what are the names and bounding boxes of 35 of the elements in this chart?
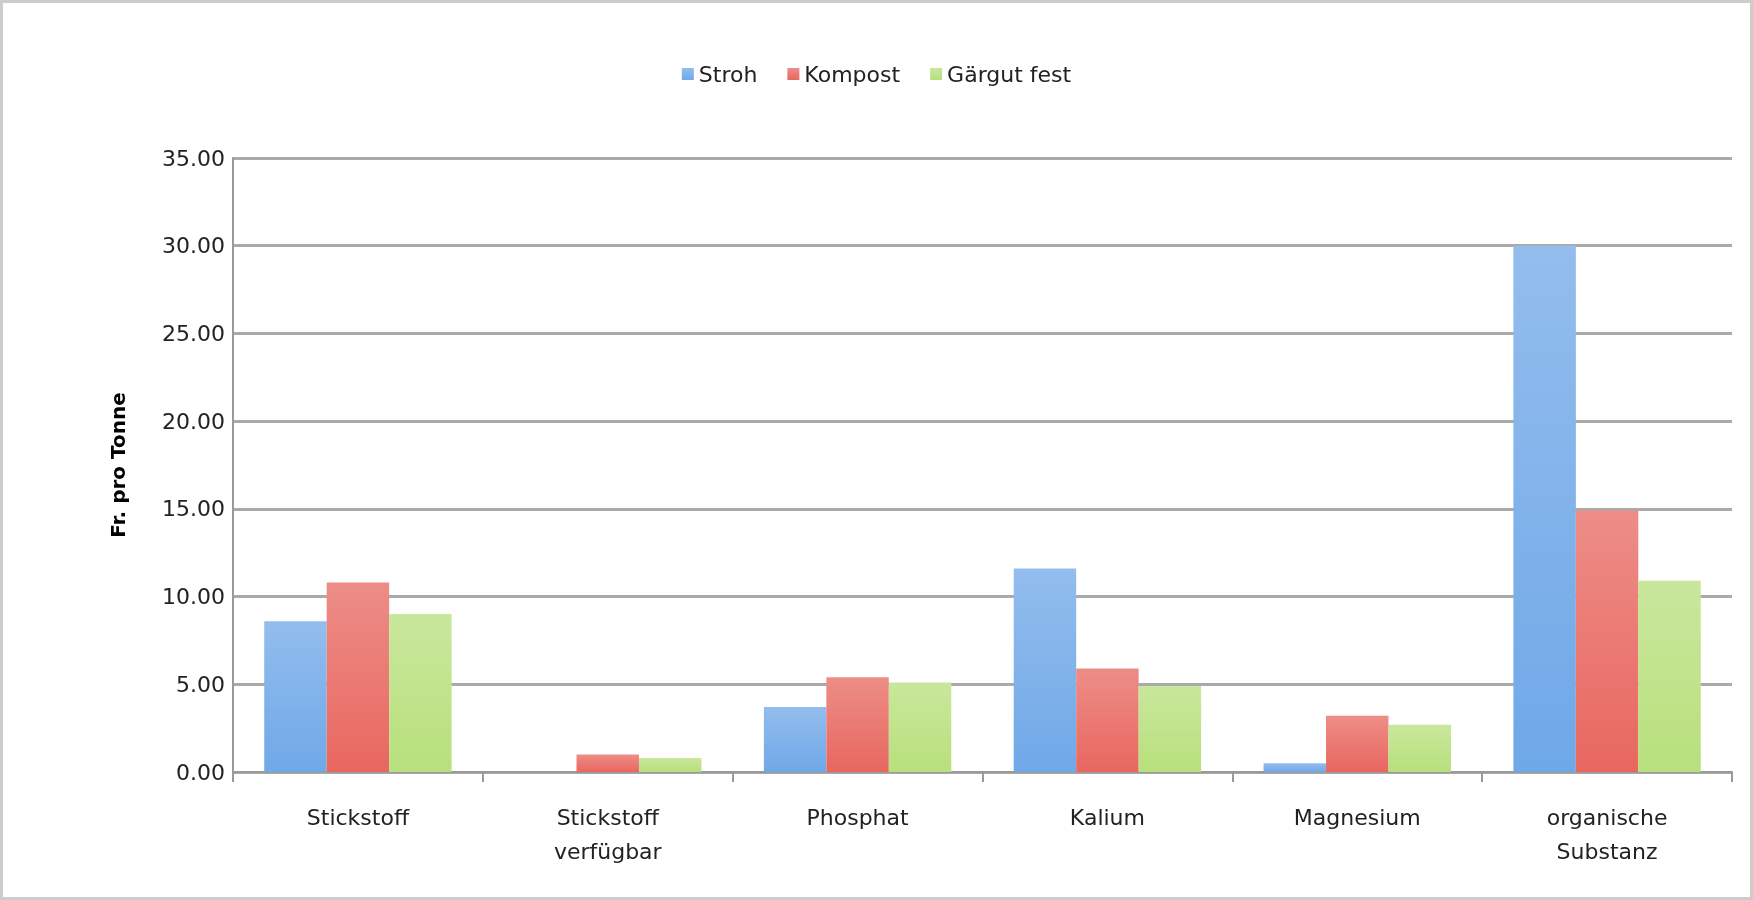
bar (1138, 686, 1202, 772)
bar (826, 677, 889, 772)
bar (389, 614, 452, 772)
legend-label: Kompost (804, 61, 901, 87)
bar (888, 682, 952, 772)
x-tick-label: Stickstoff verfügbar (553, 804, 663, 864)
bar (264, 621, 327, 772)
legend-label: Gärgut fest (947, 61, 1072, 87)
bar (1076, 668, 1139, 772)
bar (763, 707, 827, 772)
bar (1263, 763, 1327, 772)
bar (1638, 580, 1701, 772)
bar (1513, 245, 1576, 772)
x-tick-label: Kalium (1069, 804, 1145, 830)
y-tick-label: 15.00 (162, 496, 225, 522)
y-tick-label: 30.00 (162, 233, 225, 259)
bar (576, 754, 639, 772)
bar (1326, 715, 1389, 772)
y-tick-label: 0.00 (176, 759, 225, 785)
bar (1388, 724, 1451, 772)
x-tick-label: Magnesium (1293, 804, 1421, 830)
y-axis-title: Fr. pro Tonne (106, 392, 130, 538)
bar (1013, 568, 1077, 772)
y-tick-label: 25.00 (162, 320, 225, 346)
y-tick-label: 20.00 (162, 408, 225, 434)
x-tick-label: Stickstoff (306, 804, 410, 830)
y-tick-label: 35.00 (162, 145, 225, 171)
legend-label: Stroh (698, 61, 758, 87)
bar (638, 757, 702, 772)
y-tick-label: 5.00 (176, 671, 225, 697)
x-tick-label: Phosphat (806, 804, 910, 830)
y-tick-label: 10.00 (162, 584, 225, 610)
bar (1575, 510, 1639, 772)
bar (326, 582, 390, 772)
x-tick-label: organische Substanz (1546, 804, 1668, 864)
